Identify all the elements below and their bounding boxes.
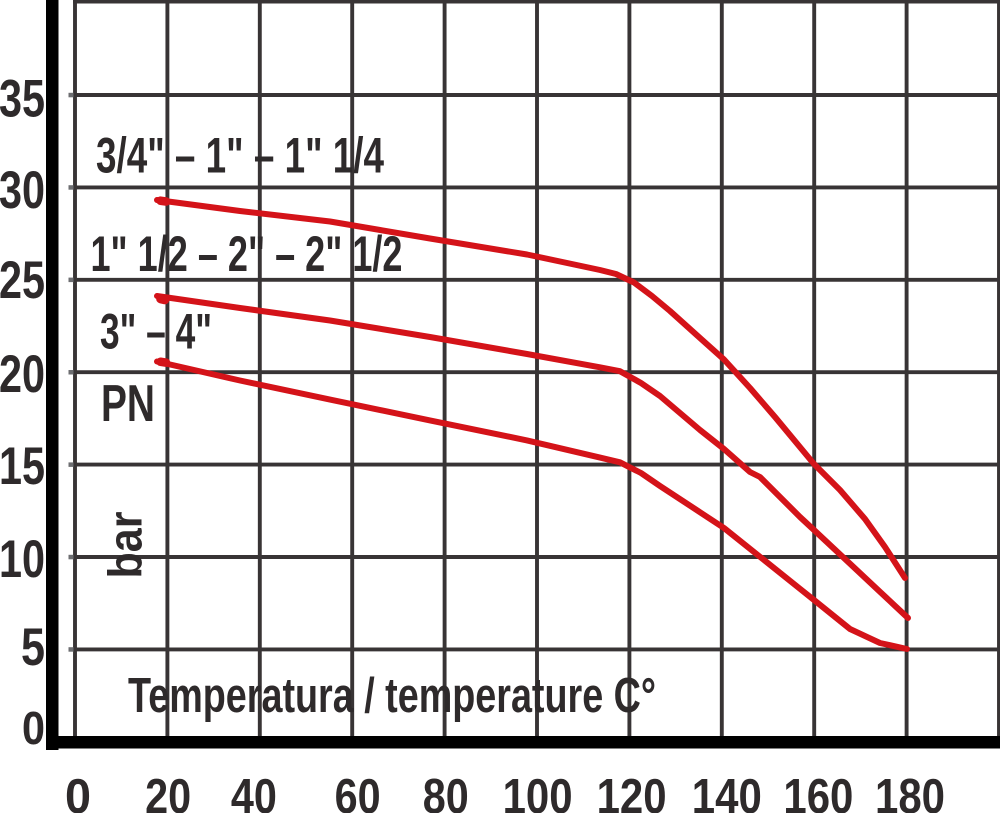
svg-text:140: 140 <box>692 769 762 813</box>
svg-text:40: 40 <box>231 769 277 813</box>
svg-text:20: 20 <box>0 345 45 404</box>
svg-text:160: 160 <box>783 769 853 813</box>
svg-text:3" – 4": 3" – 4" <box>100 304 212 360</box>
svg-text:180: 180 <box>875 769 945 813</box>
svg-text:Temperatura / temperature C°: Temperatura / temperature C° <box>128 669 656 723</box>
svg-text:80: 80 <box>423 769 469 813</box>
svg-text:15: 15 <box>0 437 45 496</box>
svg-text:3/4" – 1" – 1" 1/4: 3/4" – 1" – 1" 1/4 <box>96 128 384 184</box>
svg-text:bar: bar <box>100 512 153 579</box>
svg-text:30: 30 <box>0 161 45 220</box>
svg-text:35: 35 <box>0 70 45 129</box>
svg-text:1" 1/2 – 2" – 2" 1/2: 1" 1/2 – 2" – 2" 1/2 <box>91 226 403 282</box>
svg-text:100: 100 <box>503 769 573 813</box>
svg-text:10: 10 <box>0 530 45 589</box>
svg-text:20: 20 <box>145 769 191 813</box>
svg-text:PN: PN <box>101 375 155 433</box>
svg-text:60: 60 <box>335 769 381 813</box>
svg-text:5: 5 <box>21 618 45 677</box>
svg-text:25: 25 <box>0 251 45 310</box>
svg-text:0: 0 <box>22 702 45 754</box>
svg-text:120: 120 <box>597 769 667 813</box>
svg-text:0: 0 <box>65 769 91 813</box>
